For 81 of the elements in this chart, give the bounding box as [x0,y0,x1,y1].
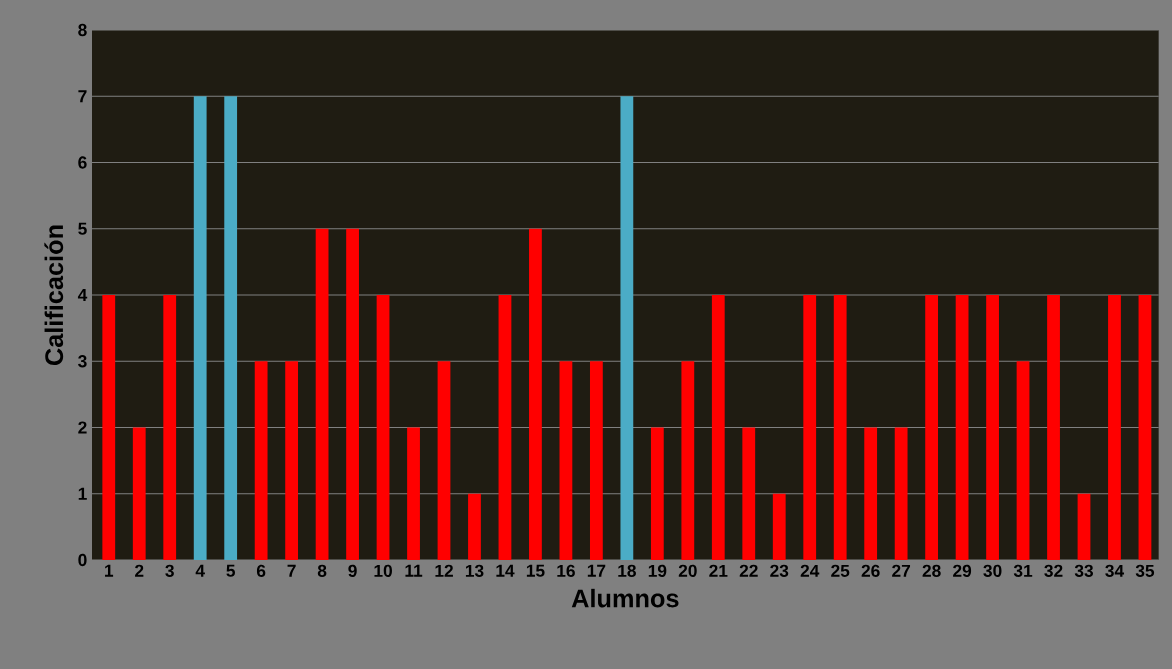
y-tick-label: 6 [78,156,87,169]
x-tick-label: 32 [1044,564,1063,577]
x-tick-label: 14 [496,564,515,577]
bar [955,295,969,560]
bar [925,295,939,560]
bar [1138,295,1152,560]
x-tick-label: 11 [405,564,423,577]
bar [772,493,786,560]
x-tick-label: 6 [256,564,266,577]
x-tick-label: 1 [105,564,114,577]
bar [1108,295,1121,560]
bar [803,295,817,560]
y-tick-label: 2 [78,421,87,434]
bar [650,427,664,560]
x-tick-label: 17 [587,564,606,577]
bar [285,361,299,560]
x-tick-label: 4 [195,564,205,577]
bar [1077,493,1091,560]
y-tick-label: 3 [78,355,87,368]
x-tick-label: 3 [165,564,174,577]
x-tick-label: 29 [953,564,972,577]
bar [1047,295,1060,560]
bar [407,427,420,560]
bar [498,295,512,560]
x-tick-label: 35 [1135,564,1155,577]
bar [986,295,999,560]
bar [681,361,695,560]
x-tick-label: 21 [709,564,728,577]
y-axis-title: Calificación [44,225,64,366]
x-tick-label: 22 [739,564,758,577]
bar [346,228,359,560]
y-tick-label: 4 [77,289,88,301]
x-tick-label: 10 [374,564,392,577]
bar [620,96,634,560]
x-tick-label: 33 [1074,564,1094,577]
bar [163,295,177,560]
bar [437,361,451,560]
bar [254,361,268,560]
x-tick-label: 28 [922,564,941,577]
x-tick-label: 20 [678,564,697,577]
bar [711,295,725,560]
x-tick-label: 13 [465,564,484,577]
y-tick-label: 1 [78,487,87,500]
bar [193,96,207,560]
x-tick-label: 9 [348,564,357,577]
y-tick-label: 5 [78,222,87,235]
bar [864,427,878,560]
bar [132,427,146,560]
x-tick-label: 2 [135,564,144,577]
bar [315,228,329,560]
bar [224,96,238,560]
bar [102,295,116,560]
x-tick-label: 19 [648,564,667,577]
x-tick-label: 27 [892,564,911,577]
y-tick-label: 0 [78,553,87,567]
bar [559,361,573,560]
x-tick-label: 7 [287,564,296,577]
bar [376,295,390,560]
x-tick-label: 8 [317,564,327,577]
bar [589,361,603,560]
x-tick-label: 15 [526,564,545,577]
bar [529,228,542,560]
bar [1016,361,1030,560]
x-tick-label: 30 [983,564,1002,577]
x-tick-label: 25 [831,564,850,577]
y-tick-label: 8 [78,23,87,37]
bar [894,427,908,560]
y-tick-label: 7 [78,90,87,103]
x-axis-title: Alumnos [571,588,679,608]
x-tick-label: 12 [435,564,453,577]
bar [833,295,847,560]
x-tick-label: 26 [861,564,880,577]
x-tick-label: 23 [770,564,789,577]
x-tick-label: 5 [226,564,236,577]
x-tick-label: 24 [800,564,820,577]
bar [742,427,756,560]
x-tick-label: 18 [618,564,636,577]
x-tick-label: 31 [1013,564,1033,577]
x-tick-label: 34 [1105,564,1125,577]
x-tick-label: 16 [557,564,575,577]
bar [468,493,481,560]
